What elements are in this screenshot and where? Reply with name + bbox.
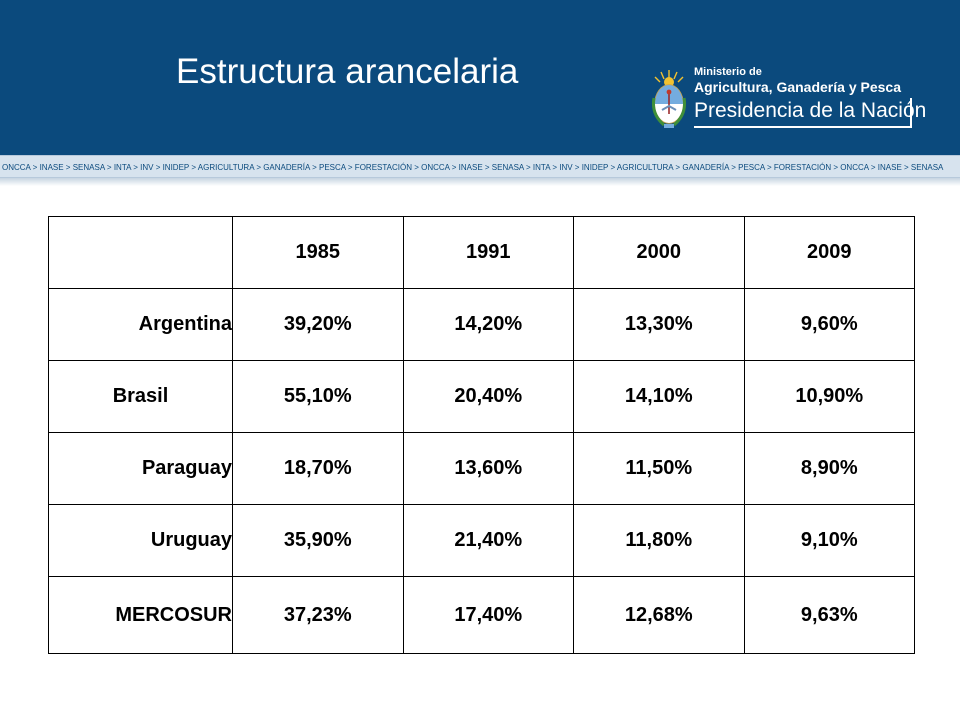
country-cell: Paraguay <box>48 432 233 505</box>
tariff-cell: 9,60% <box>743 288 915 361</box>
year-header: 1991 <box>402 216 574 289</box>
tariff-cell: 9,63% <box>743 576 915 654</box>
tariff-cell: 10,90% <box>743 360 915 433</box>
tariff-cell: 55,10% <box>232 360 404 433</box>
tariff-cell: 11,50% <box>573 432 745 505</box>
agency-ticker-strip: ONCCA > INASE > SENASA > INTA > INV > IN… <box>0 155 960 178</box>
tariff-cell: 13,60% <box>402 432 574 505</box>
tariff-cell: 39,20% <box>232 288 404 361</box>
ticker-text: ONCCA > INASE > SENASA > INTA > INV > IN… <box>2 163 944 172</box>
tariff-cell: 21,40% <box>402 504 574 577</box>
year-header: 1985 <box>232 216 404 289</box>
header-band: Estructura arancelaria Mi <box>0 0 960 155</box>
tariff-cell: 35,90% <box>232 504 404 577</box>
page-title: Estructura arancelaria <box>176 52 519 91</box>
tariff-cell: 18,70% <box>232 432 404 505</box>
country-cell: MERCOSUR <box>48 576 233 654</box>
tariff-table: 1985 1991 2000 2009 Argentina 39,20% 14,… <box>48 216 915 654</box>
tariff-cell: 11,80% <box>573 504 745 577</box>
logo-underline <box>694 126 912 128</box>
country-cell: Brasil <box>48 360 233 433</box>
tariff-cell: 14,20% <box>402 288 574 361</box>
corner-cell <box>48 216 233 289</box>
table-header-row: 1985 1991 2000 2009 <box>48 216 915 289</box>
ticker-shadow <box>0 178 960 186</box>
table-row: MERCOSUR 37,23% 17,40% 12,68% 9,63% <box>48 576 915 654</box>
tariff-cell: 13,30% <box>573 288 745 361</box>
national-coat-of-arms-icon <box>652 70 686 128</box>
table-row: Brasil 55,10% 20,40% 14,10% 10,90% <box>48 360 915 433</box>
tariff-cell: 17,40% <box>402 576 574 654</box>
tariff-cell: 37,23% <box>232 576 404 654</box>
tariff-cell: 8,90% <box>743 432 915 505</box>
year-header: 2009 <box>743 216 915 289</box>
logo-text: Ministerio de Agricultura, Ganadería y P… <box>694 66 926 124</box>
table-row: Paraguay 18,70% 13,60% 11,50% 8,90% <box>48 432 915 505</box>
year-header: 2000 <box>573 216 745 289</box>
logo-line-presidencia: Presidencia de la Nación <box>694 99 927 122</box>
tariff-cell: 14,10% <box>573 360 745 433</box>
table-row: Uruguay 35,90% 21,40% 11,80% 9,10% <box>48 504 915 577</box>
country-cell: Argentina <box>48 288 233 361</box>
logo-line-ministerio: Ministerio de <box>694 66 762 78</box>
table-row: Argentina 39,20% 14,20% 13,30% 9,60% <box>48 288 915 361</box>
country-cell: Uruguay <box>48 504 233 577</box>
ministry-logo: Ministerio de Agricultura, Ganadería y P… <box>650 62 950 134</box>
tariff-cell: 9,10% <box>743 504 915 577</box>
tariff-cell: 12,68% <box>573 576 745 654</box>
logo-line-ministry-name: Agricultura, Ganadería y Pesca <box>694 79 901 95</box>
logo-bracket <box>910 98 912 128</box>
tariff-cell: 20,40% <box>402 360 574 433</box>
